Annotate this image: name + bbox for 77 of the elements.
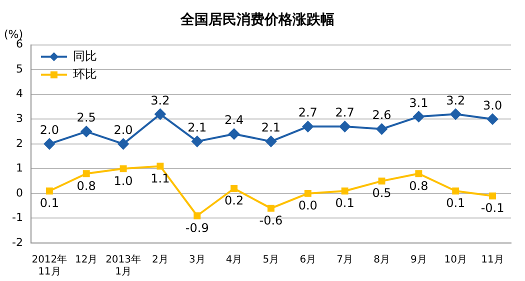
- point: [154, 108, 166, 120]
- data-label: 0.1: [446, 196, 466, 210]
- x-tick-label: 2012年 11月: [32, 254, 68, 278]
- data-label: 0.5: [372, 186, 392, 200]
- x-tick-label: 10月: [444, 254, 467, 266]
- chart-title: 全国居民消费价格涨跌幅: [180, 12, 334, 28]
- point: [230, 185, 238, 192]
- data-label: 1.1: [150, 171, 170, 186]
- data-label: 2.0: [114, 123, 133, 138]
- point: [415, 170, 422, 178]
- data-label: 2.1: [188, 120, 207, 135]
- data-label: 2.0: [40, 123, 59, 138]
- data-label: 3.0: [482, 98, 502, 112]
- data-label: 2.6: [372, 108, 392, 122]
- x-tick-label: 7月: [336, 254, 354, 266]
- point: [489, 192, 496, 200]
- data-label: 0.2: [224, 194, 244, 208]
- point: [120, 165, 127, 172]
- data-label: 2.4: [224, 113, 244, 128]
- point: [192, 136, 203, 147]
- x-tick-label: 5月: [262, 254, 280, 266]
- data-label: 0.8: [409, 178, 428, 193]
- point: [452, 188, 460, 194]
- y-tick-label: -2: [12, 236, 23, 249]
- data-label: 0.1: [40, 196, 59, 210]
- point: [118, 138, 129, 150]
- y-tick-label: 1: [16, 162, 23, 175]
- point: [194, 212, 201, 220]
- data-label: 2.1: [261, 120, 281, 135]
- point: [487, 114, 498, 125]
- y-tick-label: 6: [16, 38, 23, 51]
- point: [228, 128, 240, 140]
- data-label: -0.9: [185, 220, 209, 235]
- data-label: 1.0: [114, 174, 133, 188]
- x-tick-label: 3月: [188, 254, 206, 266]
- data-label: 3.2: [150, 93, 170, 108]
- x-tick-label: 9月: [410, 254, 427, 266]
- data-label: 2.7: [298, 106, 318, 120]
- y-tick-label: 5: [16, 62, 23, 76]
- point: [268, 204, 274, 212]
- y-tick-label: 2: [16, 136, 23, 150]
- y-tick-label: 4: [16, 87, 23, 100]
- point: [44, 138, 55, 150]
- point: [304, 190, 312, 197]
- point: [413, 111, 424, 122]
- x-tick-label: 2013年 1月: [106, 254, 142, 278]
- data-label: 2.5: [76, 110, 96, 125]
- legend-label: 环比: [72, 66, 97, 81]
- point: [339, 121, 350, 132]
- x-tick-label: 2月: [152, 254, 168, 266]
- point: [80, 126, 92, 138]
- y-tick-label: 0: [16, 186, 23, 200]
- point: [82, 170, 90, 178]
- y-tick-label: -1: [12, 211, 23, 224]
- data-label: 2.7: [335, 106, 354, 120]
- point: [302, 121, 314, 132]
- x-tick-label: 8月: [374, 254, 390, 266]
- x-tick-label: 12月: [74, 254, 98, 266]
- x-tick-label: 4月: [226, 254, 242, 266]
- point: [341, 188, 348, 194]
- point: [156, 162, 164, 170]
- data-label: -0.1: [480, 201, 504, 216]
- y-tick-label: 3: [16, 112, 23, 125]
- data-label: 0.8: [76, 178, 96, 193]
- point: [376, 124, 388, 135]
- x-tick-label: 11月: [481, 254, 504, 266]
- data-label: 3.2: [446, 93, 466, 108]
- point: [450, 108, 462, 120]
- x-tick-label: 6月: [300, 254, 316, 266]
- point: [378, 178, 386, 185]
- legend-label: 同比: [72, 48, 97, 63]
- point: [265, 136, 276, 147]
- data-label: 3.1: [409, 96, 428, 110]
- point: [46, 188, 53, 194]
- data-label: -0.6: [259, 213, 283, 228]
- data-label: 0.1: [335, 196, 354, 210]
- data-label: 0.0: [298, 198, 318, 213]
